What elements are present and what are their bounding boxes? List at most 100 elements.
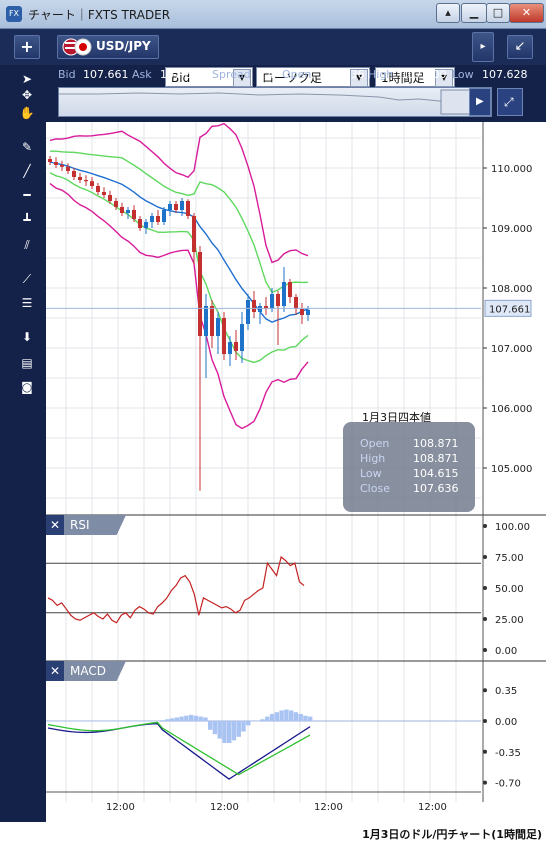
close-button[interactable]: ✕ bbox=[509, 3, 544, 23]
macd-histogram-bar bbox=[69, 721, 75, 722]
chart-type-select[interactable]: ローソク足 ▼ bbox=[256, 67, 370, 87]
macd-histogram-bar bbox=[117, 721, 122, 722]
macd-tick-mark bbox=[483, 780, 487, 785]
candle-body bbox=[66, 166, 70, 171]
figure-caption: 1月3日のドル/円チャート(1時間足) bbox=[362, 828, 542, 841]
channel-tool[interactable]: ⫽ bbox=[16, 235, 38, 255]
timeframe-select[interactable]: 1時間足 ▼ bbox=[375, 67, 455, 87]
toolbar-more-button[interactable]: ▸ bbox=[472, 32, 494, 62]
maximize-button[interactable]: □ bbox=[486, 3, 510, 23]
macd-histogram-bar bbox=[303, 715, 308, 721]
time-tick-label: 12:00 bbox=[106, 802, 135, 813]
macd-histogram-bar bbox=[146, 721, 151, 722]
candle-body bbox=[264, 306, 268, 309]
macd-close-button[interactable]: ✕ bbox=[46, 661, 64, 681]
macd-histogram-bar bbox=[155, 721, 160, 722]
macd-histogram-bar bbox=[274, 712, 280, 721]
horizontal-line-icon: ━ bbox=[23, 188, 31, 202]
download-tool[interactable]: ⬇ bbox=[16, 327, 38, 347]
candle-body bbox=[222, 318, 226, 354]
macd-histogram-bar bbox=[284, 709, 289, 721]
current-price-label: 107.661 bbox=[489, 304, 530, 315]
macd-histogram-bar bbox=[203, 717, 208, 721]
macd-histogram-bar bbox=[150, 721, 156, 722]
candle-body bbox=[90, 181, 94, 186]
candle-body bbox=[78, 177, 82, 180]
candle-body bbox=[234, 342, 238, 351]
candle-body bbox=[138, 219, 142, 228]
candle-body bbox=[114, 201, 118, 207]
zoom-button[interactable]: ⤢ bbox=[497, 88, 523, 116]
channel-icon: ⫽ bbox=[24, 238, 30, 252]
zoom-icon: ⤢ bbox=[504, 95, 514, 109]
macd-histogram-bar bbox=[250, 721, 256, 722]
macd-histogram-bar bbox=[227, 721, 232, 743]
macd-histogram-bar bbox=[265, 716, 270, 721]
ohlc-close-label: Close bbox=[360, 482, 390, 495]
macd-histogram-bar bbox=[107, 721, 113, 722]
price-type-select[interactable]: Bid ▼ bbox=[165, 67, 253, 87]
navigator-sparkline bbox=[59, 89, 492, 115]
fan-icon: ⟋ bbox=[22, 272, 32, 286]
crosshair-icon: ✥ bbox=[21, 88, 33, 102]
price-type-value: Bid bbox=[171, 71, 191, 85]
macd-tick-label: 0.35 bbox=[495, 686, 517, 697]
chart-toolbar: + USD/JPY Bid ▼ ローソク足 ▼ 1時間足 ▼ ▸ ↙ bbox=[0, 29, 546, 87]
candle-body bbox=[150, 216, 154, 222]
hand-tool[interactable]: ✋ bbox=[16, 103, 38, 123]
list-tool[interactable]: ▤ bbox=[16, 353, 38, 373]
candle-body bbox=[60, 165, 64, 167]
rsi-tick-mark bbox=[483, 648, 487, 652]
hand-icon: ✋ bbox=[19, 106, 35, 120]
candle-body bbox=[228, 342, 232, 354]
navigator-scrollbar[interactable] bbox=[58, 87, 492, 117]
macd-tick-mark bbox=[483, 749, 487, 754]
candle-body bbox=[174, 204, 178, 210]
pencil-icon: ✎ bbox=[21, 140, 33, 154]
price-tick-label: 110.000 bbox=[491, 164, 532, 175]
camera-tool[interactable]: ◙ bbox=[16, 377, 38, 397]
candle-body bbox=[84, 180, 88, 182]
vline-tool[interactable]: ┻ bbox=[16, 210, 38, 230]
open-label: Open bbox=[282, 68, 312, 81]
chevron-down-icon: ▼ bbox=[350, 69, 368, 87]
candle-body bbox=[120, 207, 124, 213]
macd-tick-mark bbox=[483, 688, 487, 693]
add-chart-button[interactable]: + bbox=[14, 35, 40, 59]
ohlc-open-value: 108.871 bbox=[413, 437, 459, 450]
moving-average-line bbox=[49, 161, 309, 323]
macd-histogram-bar bbox=[269, 713, 275, 721]
rsi-tick-label: 25.00 bbox=[495, 615, 524, 626]
cursor-tool[interactable]: ➤ bbox=[16, 69, 38, 89]
crosshair-tool[interactable]: ✥ bbox=[16, 85, 38, 105]
macd-histogram-bar bbox=[84, 721, 89, 722]
rsi-close-button[interactable]: ✕ bbox=[46, 515, 64, 535]
trendline-tool[interactable]: ╱ bbox=[16, 161, 38, 181]
minimize-button[interactable]: ▁ bbox=[461, 3, 487, 23]
fibonacci-icon: ☰ bbox=[21, 296, 33, 310]
hline-tool[interactable]: ━ bbox=[16, 185, 38, 205]
ohlc-title: 1月3日四本値 bbox=[362, 411, 431, 424]
candle-body bbox=[282, 282, 286, 306]
candle-body bbox=[270, 294, 274, 309]
price-tick-label: 109.000 bbox=[491, 224, 532, 235]
chevron-down-icon: ▼ bbox=[233, 69, 251, 87]
fibonacci-tool[interactable]: ☰ bbox=[16, 293, 38, 313]
candle-body bbox=[54, 162, 58, 165]
macd-tick-label: -0.70 bbox=[495, 779, 521, 790]
pin-button[interactable]: ▴ bbox=[436, 3, 460, 23]
time-tick-label: 12:00 bbox=[314, 802, 343, 813]
candle-body bbox=[198, 252, 202, 336]
rsi-tick-label: 100.00 bbox=[495, 522, 530, 533]
symbol-button[interactable]: USD/JPY bbox=[57, 35, 159, 59]
rsi-tick-mark bbox=[483, 617, 487, 621]
pencil-tool[interactable]: ✎ bbox=[16, 137, 38, 157]
candle-body bbox=[162, 210, 166, 222]
chevron-down-icon: ▼ bbox=[435, 69, 453, 87]
scroll-right-button[interactable]: ▶ bbox=[469, 88, 491, 116]
macd-histogram-bar bbox=[46, 721, 51, 722]
detach-button[interactable]: ↙ bbox=[507, 35, 533, 59]
macd-histogram-bar bbox=[212, 721, 218, 735]
fan-tool[interactable]: ⟋ bbox=[16, 269, 38, 289]
candle-body bbox=[72, 171, 76, 177]
